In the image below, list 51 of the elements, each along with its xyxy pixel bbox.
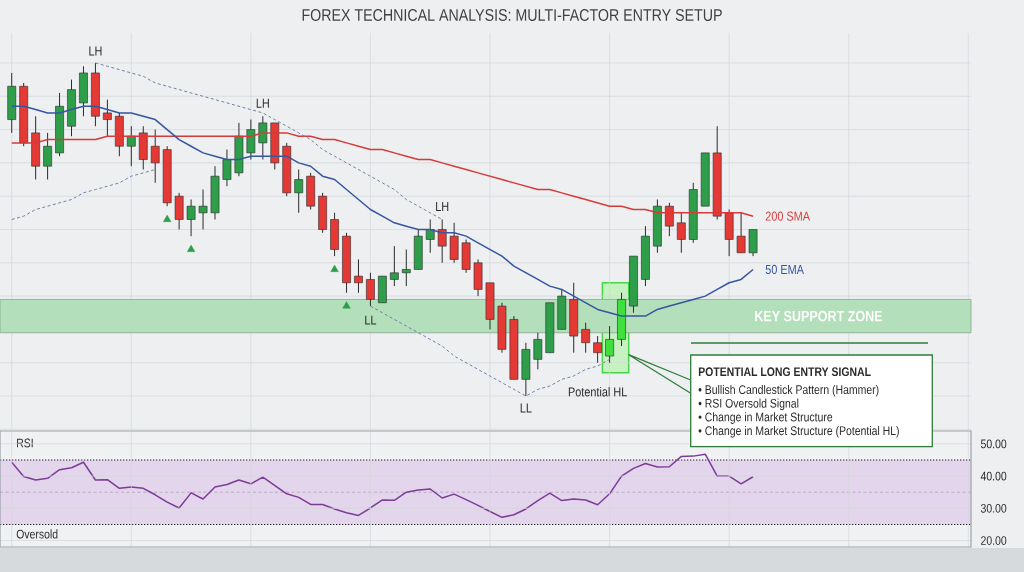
candlestick [425, 218, 435, 254]
candlestick [174, 192, 184, 230]
y-tick-label: 50.00 [980, 439, 1007, 449]
candlestick [581, 322, 591, 354]
annotation: • Change in Market Structure (Potential HL) [698, 425, 899, 438]
annotation: LH [256, 98, 269, 108]
candlestick [736, 212, 746, 254]
y-tick-label: 40.00 [980, 471, 1007, 481]
candlestick [665, 202, 674, 237]
candlestick [43, 132, 52, 181]
candlestick [294, 169, 304, 214]
point [342, 301, 351, 309]
point [163, 214, 172, 222]
candlestick [354, 258, 363, 294]
chart-title: FOREX TECHNICAL ANALYSIS: MULTI-FACTOR ENTRY SETUP [302, 8, 722, 21]
annotation: LH [436, 202, 449, 211]
candlestick [198, 189, 208, 230]
ref-line-label: Oversold [16, 529, 58, 539]
candlestick [437, 218, 447, 264]
candlestick [246, 119, 256, 161]
candlestick [593, 335, 602, 364]
candlestick [605, 325, 614, 364]
annotation: Potential HL [568, 386, 627, 397]
point [186, 244, 196, 252]
candlestick [748, 228, 758, 257]
candlestick [258, 115, 268, 161]
point [330, 264, 339, 272]
y-tick-label: 30.00 [980, 503, 1007, 513]
candlestick [222, 149, 232, 187]
candlestick [676, 212, 686, 254]
text: • Change in Market Structure [698, 412, 833, 424]
candlestick [389, 245, 399, 287]
series-label: 200 SMA [765, 211, 810, 221]
annotation: • Bullish Candlestick Pattern (Hammer) [698, 384, 879, 397]
candlestick [126, 125, 136, 167]
text: LL [520, 403, 532, 413]
series-label: 50 EMA [765, 264, 804, 275]
annotation: POTENTIAL LONG ENTRY SIGNAL [698, 367, 871, 377]
candlestick [533, 332, 543, 370]
text: LH [89, 46, 102, 56]
candlestick [150, 129, 160, 184]
text: • RSI Oversold Signal [698, 398, 799, 411]
candlestick [103, 99, 112, 137]
annotation: LL [365, 315, 377, 325]
candlestick [401, 248, 411, 287]
candlestick [366, 272, 375, 307]
candlestick [449, 222, 459, 264]
y-tick-label: 20.00 [981, 536, 1007, 545]
chart-title: RSI [17, 438, 33, 448]
band-label: KEY SUPPORT ZONE [755, 310, 883, 322]
candlestick [186, 199, 196, 237]
